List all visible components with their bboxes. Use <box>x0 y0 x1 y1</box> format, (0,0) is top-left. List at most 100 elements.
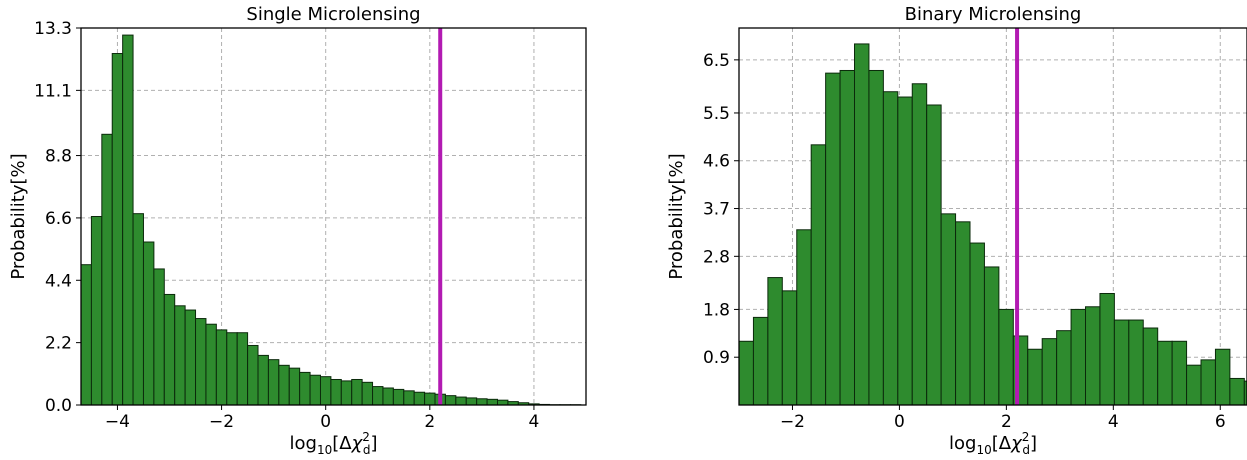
x-axis-label-bracket-open: [Δ <box>992 433 1012 454</box>
histogram-bar <box>330 378 342 405</box>
histogram-bar <box>1243 380 1247 405</box>
histogram-bar <box>1157 340 1173 405</box>
x-axis-label-chisub: d <box>363 443 371 457</box>
y-tick-label: 8.8 <box>45 147 72 167</box>
histogram-bar <box>998 308 1014 405</box>
histogram-bar <box>1229 377 1245 405</box>
x-axis-label-chi: χ <box>351 433 364 454</box>
x-axis-label-base: log <box>289 433 316 454</box>
histogram-bar <box>382 387 394 405</box>
histogram-bar <box>955 221 971 405</box>
histogram-bar <box>392 388 405 405</box>
x-axis-label-chi: χ <box>1010 433 1023 454</box>
histogram-bar <box>319 376 332 405</box>
histogram-bar <box>403 390 415 405</box>
y-axis-label: Probability[%] <box>666 153 687 279</box>
y-tick-label: 2.2 <box>45 334 72 354</box>
histogram-bar <box>897 96 913 405</box>
chart-title: Binary Microlensing <box>905 4 1082 25</box>
y-tick-label: 6.5 <box>703 51 730 71</box>
plot-frame <box>80 27 587 406</box>
histogram-bar <box>153 268 165 405</box>
y-tick-label: 4.4 <box>45 271 72 291</box>
y-tick-label: 3.7 <box>703 200 730 220</box>
histogram-bar <box>825 72 841 405</box>
y-tick-label: 0.0 <box>45 396 72 416</box>
histogram-bar <box>163 293 176 405</box>
histogram-bar <box>455 396 467 405</box>
histogram-bar <box>1214 348 1231 405</box>
histogram-bar <box>195 318 207 405</box>
histogram-bar <box>1128 319 1144 405</box>
histogram-bar <box>983 266 1000 405</box>
x-axis-label-bracket-open: [Δ <box>332 433 352 454</box>
single-microlensing-panel: −4 −2 0 2 4 0.0 2.2 4.4 6.6 8.8 11.1 13.3 Single Mic… <box>8 4 587 457</box>
histogram-bar <box>257 354 269 405</box>
y-tick-label: 11.1 <box>34 81 72 101</box>
histogram-bar <box>767 277 783 405</box>
histogram-bar <box>247 344 259 405</box>
histogram-bar <box>969 242 985 405</box>
histogram-bar <box>752 316 769 405</box>
x-axis-label-sub: 10 <box>317 443 332 457</box>
histogram-bar <box>122 34 134 405</box>
y-tick-label: 5.5 <box>703 104 730 124</box>
histogram-bar <box>1056 330 1072 405</box>
x-tick-label: −2 <box>209 412 234 432</box>
histogram-bars <box>739 43 1247 405</box>
y-tick-label: 13.3 <box>34 19 72 39</box>
histogram-bar <box>340 380 353 405</box>
y-tick-label: 1.8 <box>703 300 730 320</box>
histogram-bar <box>810 144 827 405</box>
histogram-bar <box>278 364 290 405</box>
x-axis-label: log10[Δχ2 d] <box>289 430 377 457</box>
histogram-bar <box>1113 319 1130 405</box>
x-axis-label-sup: 2 <box>1022 430 1030 444</box>
histogram-bar <box>781 290 798 405</box>
x-axis-label-bracket-close: ] <box>1030 433 1037 454</box>
histogram-bar <box>351 378 363 405</box>
histogram-bar <box>413 391 426 405</box>
histogram-bar <box>236 332 249 405</box>
histogram-bar <box>174 305 186 405</box>
histogram-bar <box>476 398 488 405</box>
histogram-bar <box>854 43 870 405</box>
histogram-bar <box>739 340 754 405</box>
histogram-bar <box>299 371 311 405</box>
histogram-bar <box>1027 348 1043 405</box>
histogram-bar <box>486 398 498 405</box>
x-axis-label-sub: 10 <box>976 443 991 457</box>
x-axis-label-sup: 2 <box>362 430 370 444</box>
x-axis-label: log10[Δχ2 d] <box>949 430 1037 457</box>
plot-frame <box>738 27 1247 406</box>
x-axis-label-base: log <box>949 433 976 454</box>
x-tick-label: 2 <box>1001 412 1012 432</box>
histogram-bar <box>101 133 113 405</box>
chart-title: Single Microlensing <box>246 4 420 25</box>
histogram-bar <box>372 386 384 405</box>
x-tick-label: 4 <box>529 412 540 432</box>
histogram-bar <box>288 367 301 405</box>
x-tick-label: 4 <box>1108 412 1119 432</box>
histogram-bar <box>215 329 228 405</box>
histogram-bar <box>267 359 280 405</box>
y-tick-label: 0.9 <box>703 348 730 368</box>
histogram-bar <box>1200 359 1216 405</box>
x-tick-label: 6 <box>1215 412 1226 432</box>
histogram-bar <box>911 83 928 405</box>
histogram-bar <box>142 241 155 405</box>
histogram-bar <box>1041 338 1058 405</box>
histogram-bar <box>424 392 436 405</box>
histogram-bar <box>868 69 884 405</box>
x-axis-label-chisub: d <box>1022 443 1030 457</box>
x-tick-label: 2 <box>424 412 435 432</box>
histogram-bar <box>226 332 238 405</box>
histogram-bar <box>361 381 374 405</box>
histogram-bar <box>90 216 103 405</box>
histogram-bar <box>882 91 899 405</box>
y-tick-label: 2.8 <box>703 247 730 267</box>
histogram-bar <box>184 309 197 405</box>
histogram-bar <box>132 213 144 405</box>
histogram-bar <box>205 323 217 405</box>
